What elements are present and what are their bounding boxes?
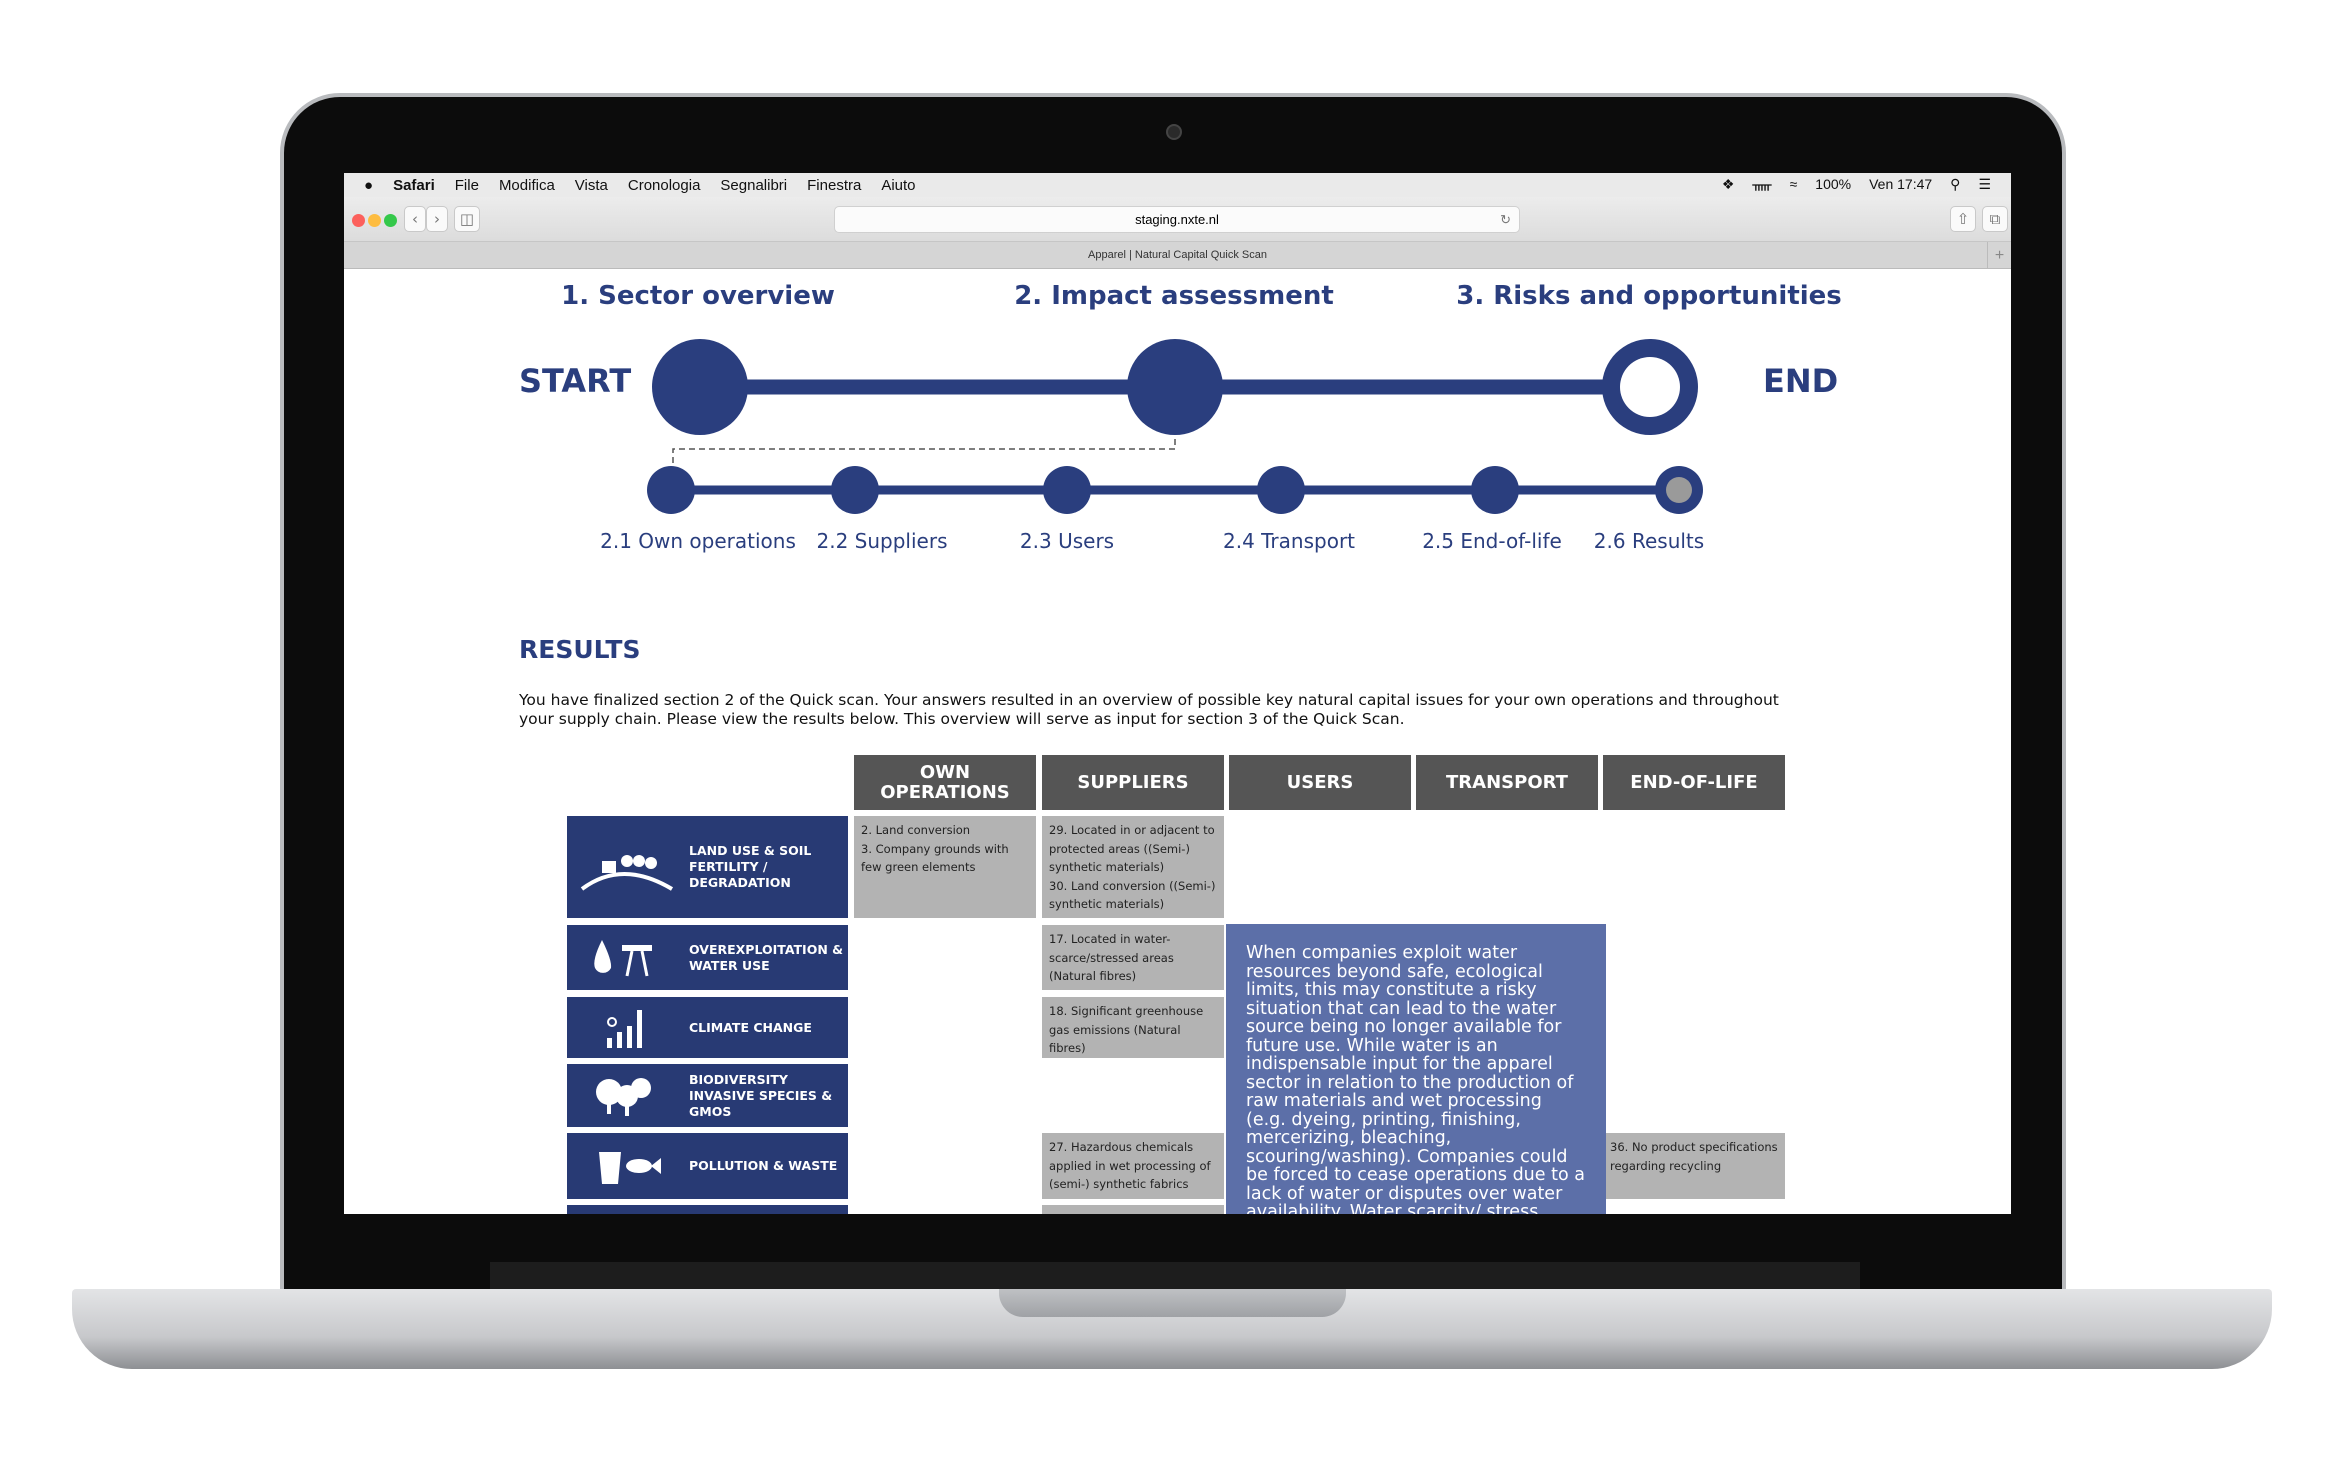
results-intro: You have finalized section 2 of the Quic… — [519, 691, 1779, 728]
cell-pollution-suppliers[interactable]: 27. Hazardous chemicals applied in wet p… — [1042, 1133, 1224, 1199]
cell-climate-suppliers[interactable]: 18. Significant greenhouse gas emissions… — [1042, 997, 1224, 1058]
menu-vista[interactable]: Vista — [574, 176, 608, 194]
issue-item: 30. Land conversion ((Semi-) synthetic m… — [1049, 878, 1216, 912]
menu-modifica[interactable]: Modifica — [498, 176, 555, 194]
laptop-notch — [999, 1289, 1346, 1317]
menu-file[interactable]: File — [454, 176, 479, 194]
minimize-button[interactable] — [368, 214, 381, 227]
menu-cronologia[interactable]: Cronologia — [627, 176, 701, 194]
menu-segnalibri[interactable]: Segnalibri — [720, 176, 788, 194]
clock[interactable]: Ven 17:47 — [1869, 176, 1933, 192]
list-icon[interactable]: ☰ — [1978, 176, 1991, 192]
category-label: OVEREXPLOITATION & WATER USE — [689, 941, 844, 973]
tab-title[interactable]: Apparel | Natural Capital Quick Scan — [1088, 249, 1267, 261]
column-own-operations: OWN OPERATIONS — [854, 755, 1036, 810]
substep-node-5 — [1471, 466, 1519, 514]
close-button[interactable] — [352, 214, 365, 227]
wifi-icon[interactable]: ≈ — [1789, 176, 1798, 192]
thermometer-chart-icon — [607, 1009, 642, 1048]
category-label: LAND USE & SOIL FERTILITY / DEGRADATION — [689, 843, 812, 890]
step-title-3[interactable]: 3. Risks and opportunities — [1456, 281, 1842, 311]
results-title: RESULTS — [519, 635, 641, 664]
category-pollution[interactable]: POLLUTION & WASTE — [567, 1133, 848, 1199]
water-drop-pump-icon — [594, 939, 652, 976]
menu-aiuto[interactable]: Aiuto — [881, 176, 916, 194]
step-title-2[interactable]: 2. Impact assessment — [1014, 281, 1334, 311]
url-text: staging.nxte.nl — [1135, 212, 1219, 227]
sidebar-icon[interactable]: ◫ — [454, 206, 480, 232]
screen: ● Safari File Modifica Vista Cronologia … — [344, 173, 2011, 1214]
substep-results[interactable]: 2.6 Results — [1593, 529, 1705, 553]
menu-app[interactable]: Safari — [393, 176, 435, 194]
camera — [1166, 124, 1182, 140]
category-label: BIODIVERSITY INVASIVE SPECIES & GMOS — [689, 1071, 833, 1119]
land-icon — [580, 855, 674, 891]
category-climate-change[interactable]: CLIMATE CHANGE — [567, 997, 848, 1058]
substep-users[interactable]: 2.3 Users — [1019, 529, 1115, 553]
dropbox-icon[interactable]: ❖ — [1721, 176, 1735, 192]
cell-pollution-end-of-life[interactable]: 36. No product specifications regarding … — [1603, 1133, 1785, 1199]
category-label: CLIMATE CHANGE — [689, 1019, 812, 1035]
bluetooth-icon[interactable]: ᚅ — [1752, 176, 1772, 192]
category-land-use[interactable]: LAND USE & SOIL FERTILITY / DEGRADATION — [567, 816, 848, 918]
substep-node-4 — [1257, 466, 1305, 514]
step-node-3-inner — [1620, 357, 1680, 417]
laptop-chin — [490, 1262, 1860, 1290]
reload-icon[interactable]: ↻ — [1500, 212, 1511, 227]
new-tab-button[interactable]: + — [1987, 242, 2011, 269]
category-biodiversity[interactable]: BIODIVERSITY INVASIVE SPECIES & GMOS — [567, 1064, 848, 1127]
bin-fish-icon — [599, 1152, 661, 1184]
substep-node-2 — [831, 466, 879, 514]
cell-land-own-operations[interactable]: 2. Land conversion 3. Company grounds wi… — [854, 816, 1036, 918]
column-users: USERS — [1229, 755, 1411, 810]
tooltip-water-use: When companies exploit water resources b… — [1226, 924, 1606, 1214]
issue-item: 29. Located in or adjacent to protected … — [1049, 823, 1215, 874]
tab-bar: Apparel | Natural Capital Quick Scan + — [344, 242, 2011, 269]
step-title-1[interactable]: 1. Sector overview — [561, 281, 835, 311]
cell-land-suppliers[interactable]: 29. Located in or adjacent to protected … — [1042, 816, 1224, 918]
cell-water-suppliers[interactable]: 17. Located in water-scarce/stressed are… — [1042, 925, 1224, 990]
column-transport: TRANSPORT — [1416, 755, 1598, 810]
battery-percent[interactable]: 100% — [1815, 176, 1852, 192]
step-node-2 — [1127, 339, 1223, 435]
substep-node-1 — [647, 466, 695, 514]
substep-end-of-life[interactable]: 2.5 End-of-life — [1422, 529, 1562, 553]
start-label: START — [519, 362, 632, 400]
trees-icon — [596, 1077, 651, 1116]
cell-next-suppliers[interactable] — [1042, 1205, 1224, 1214]
column-end-of-life: END-OF-LIFE — [1603, 755, 1785, 810]
zoom-button[interactable] — [384, 214, 397, 227]
issue-item: 3. Company grounds with few green elemen… — [861, 841, 1009, 875]
forward-button[interactable]: › — [426, 206, 448, 232]
menu-finestra[interactable]: Finestra — [807, 176, 862, 194]
substep-transport[interactable]: 2.4 Transport — [1222, 529, 1356, 553]
address-bar[interactable]: staging.nxte.nl ↻ — [834, 206, 1520, 233]
progress-track — [647, 339, 1703, 514]
end-label: END — [1763, 362, 1839, 400]
tabs-icon[interactable]: ⧉ — [1982, 206, 2008, 232]
share-icon[interactable]: ⇧ — [1950, 206, 1976, 232]
browser-toolbar: ‹ › ◫ staging.nxte.nl ↻ ⇧ ⧉ — [344, 197, 2011, 242]
substep-connector — [672, 435, 1176, 473]
substep-node-6-current — [1666, 477, 1692, 503]
apple-icon[interactable]: ● — [364, 176, 374, 194]
substep-node-3 — [1043, 466, 1091, 514]
back-button[interactable]: ‹ — [404, 206, 426, 232]
substep-own-operations[interactable]: 2.1 Own operations — [600, 529, 796, 553]
category-water-use[interactable]: OVEREXPLOITATION & WATER USE — [567, 925, 848, 990]
column-suppliers: SUPPLIERS — [1042, 755, 1224, 810]
step-node-1 — [652, 339, 748, 435]
menu-bar: ● Safari File Modifica Vista Cronologia … — [344, 173, 2011, 197]
substep-suppliers[interactable]: 2.2 Suppliers — [816, 529, 948, 553]
category-more[interactable] — [567, 1205, 848, 1214]
category-label: POLLUTION & WASTE — [689, 1158, 838, 1173]
issue-item: 2. Land conversion — [861, 823, 971, 837]
search-icon[interactable]: ⚲ — [1950, 176, 1961, 192]
